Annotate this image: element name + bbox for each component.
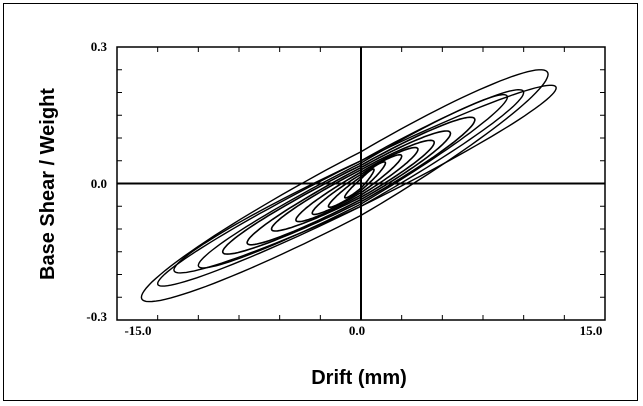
hysteresis-loop-6 [270,139,435,232]
hysteresis-loop-4 [221,116,476,255]
hysteresis-loop-5 [246,130,452,246]
hysteresis-loop-9 [327,161,387,208]
y-axis-title: Base Shear / Weight [37,88,59,280]
loops-layer [140,69,557,303]
hysteresis-loop-1 [156,84,557,287]
x-tick-label-0: -15.0 [124,323,151,338]
x-tick-label-1: 0.0 [349,323,365,338]
y-tick-label-0: 0.3 [91,39,108,54]
hysteresis-loop-0 [140,69,549,303]
chart-frame: 0.3 0.0 -0.3 -15.0 0.0 15.0 Drift (mm) B… [3,3,638,401]
x-tick-label-2: 15.0 [580,323,603,338]
hysteresis-loop-3 [197,94,509,269]
hysteresis-chart: 0.3 0.0 -0.3 -15.0 0.0 15.0 Drift (mm) B… [37,39,606,389]
hysteresis-loop-7 [295,146,419,223]
y-tick-label-1: 0.0 [91,176,107,191]
hysteresis-loop-10 [343,168,375,199]
y-tick-label-2: -0.3 [86,309,107,324]
x-axis-title: Drift (mm) [311,367,407,389]
axes-layer [116,46,606,321]
